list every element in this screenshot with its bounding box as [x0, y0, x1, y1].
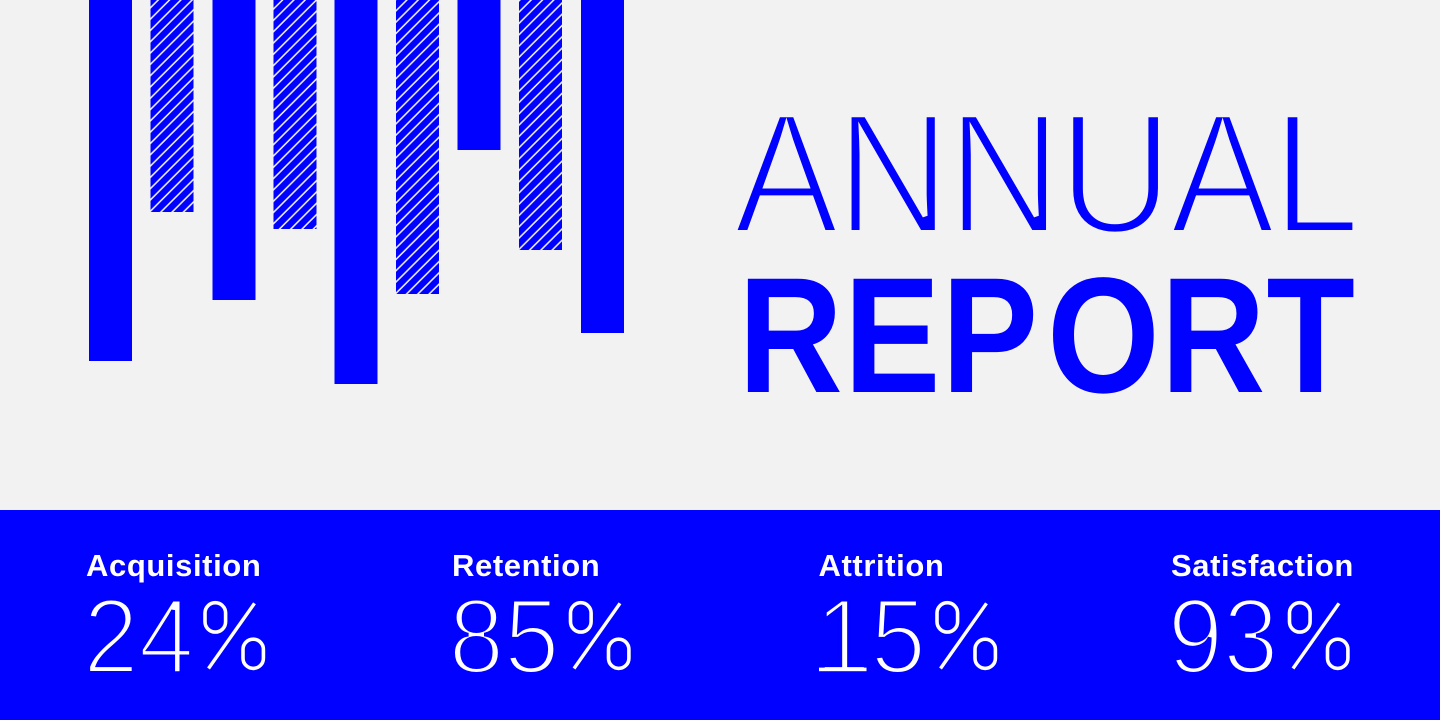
svg-text:REPORT: REPORT: [738, 243, 1356, 427]
svg-text:ANNUAL: ANNUAL: [734, 78, 1358, 271]
svg-text:Satisfaction: Satisfaction: [1171, 548, 1354, 583]
svg-text:24: 24: [83, 576, 194, 696]
svg-text:Attrition: Attrition: [819, 548, 945, 583]
svg-text:85: 85: [449, 576, 560, 696]
svg-text:15: 15: [815, 576, 926, 696]
svg-text:93: 93: [1168, 576, 1279, 696]
svg-text:Acquisition: Acquisition: [86, 548, 261, 583]
svg-text:Retention: Retention: [452, 548, 600, 583]
